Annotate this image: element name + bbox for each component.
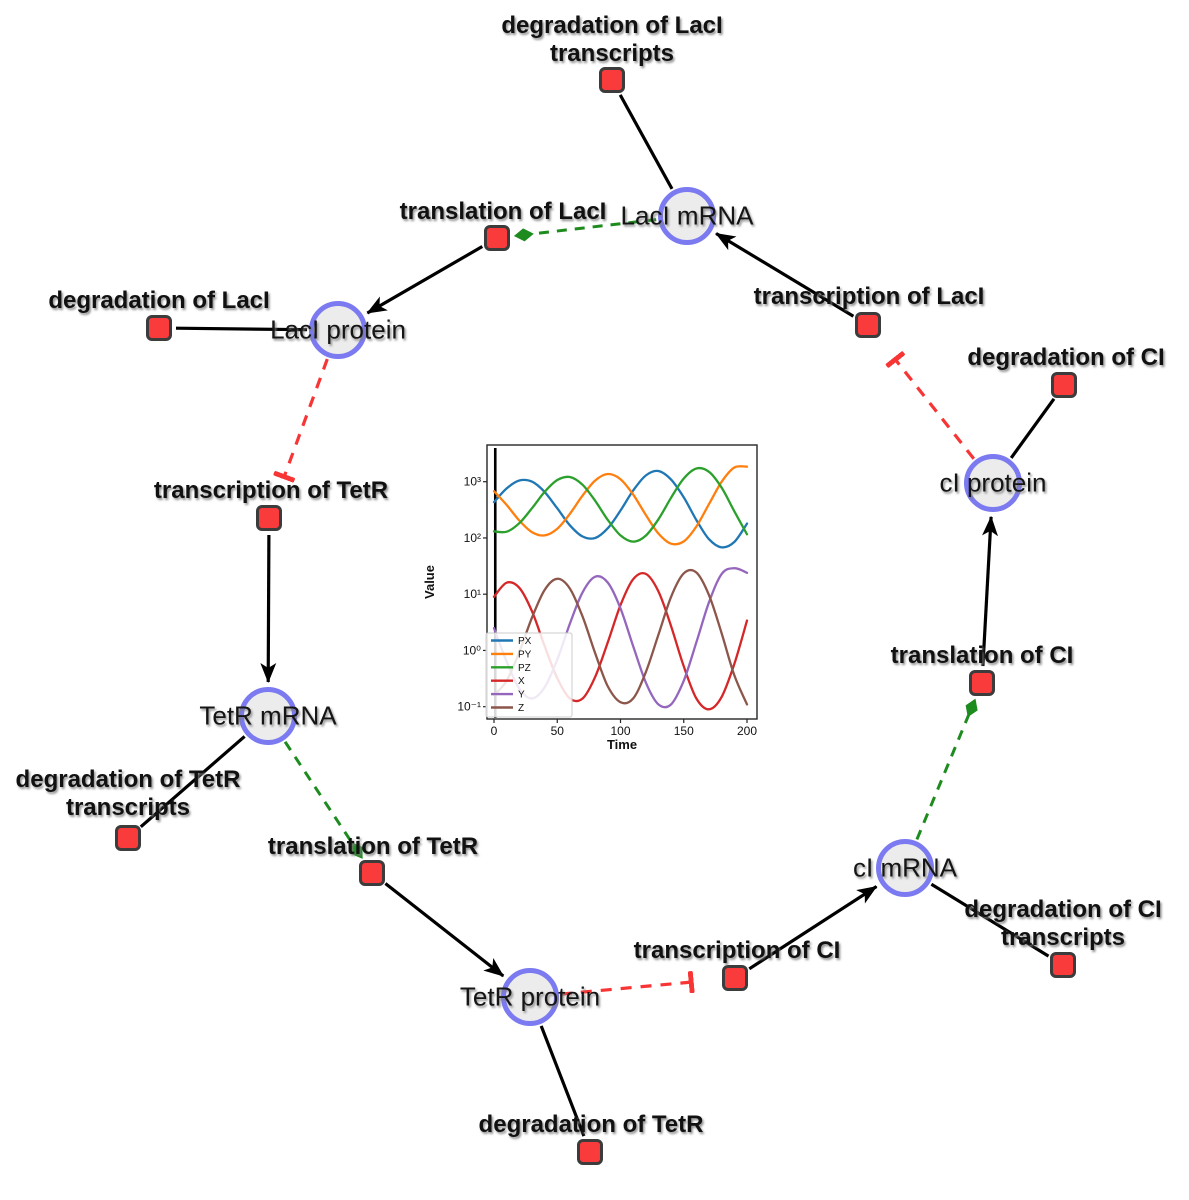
chart-curve-PZ [492,466,749,543]
y-tick-label: 10³ [464,475,481,489]
edge-reactant [539,1025,586,1137]
legend-label-Y: Y [518,690,525,701]
chart-curve-X [492,571,749,711]
legend-label-PY: PY [518,649,532,660]
edge-product [981,515,999,667]
edge-product [384,882,505,978]
edge-reactant [930,882,1050,958]
y-tick-label: 10⁻¹ [457,700,481,714]
edge-inhibitor [273,358,329,483]
legend-label-PX: PX [518,636,532,647]
edge-modifier [283,740,363,859]
chart-curve-Z [492,568,749,706]
edge-reactant [139,735,246,829]
legend-label-Z: Z [518,703,524,714]
x-tick-label: 0 [491,724,498,738]
x-tick-label: 100 [610,724,630,738]
inset-time-series-chart: 0 50 100 150 200 10⁻¹ 10⁰ 10¹ 10² 10³ PX PY PZ XYZ Tim… [422,444,758,752]
x-axis-title: Time [607,737,637,752]
edge-reactant [175,326,308,332]
x-tick-label: 150 [674,724,694,738]
legend-label-X: X [518,676,525,687]
edge-reactant [1009,397,1056,459]
edge-reactant [618,94,674,190]
edge-inhibitor [885,351,976,460]
x-tick-label: 200 [737,724,757,738]
y-axis-title: Value [422,565,437,599]
x-tick-label: 50 [551,724,565,738]
edge-modifier [513,218,657,242]
edge-product [366,245,484,315]
edge-product [748,885,878,971]
legend-label-PZ: PZ [518,663,531,674]
y-tick-label: 10² [464,531,481,545]
edge-inhibitor [560,971,695,996]
y-tick-label: 10¹ [464,587,481,601]
y-tick-label: 10⁰ [463,643,481,657]
edge-modifier [915,698,978,840]
chart-curve-PX [492,469,749,549]
chart-curve-PY [492,465,749,546]
edge-product [260,534,277,683]
edge-product [715,232,855,318]
